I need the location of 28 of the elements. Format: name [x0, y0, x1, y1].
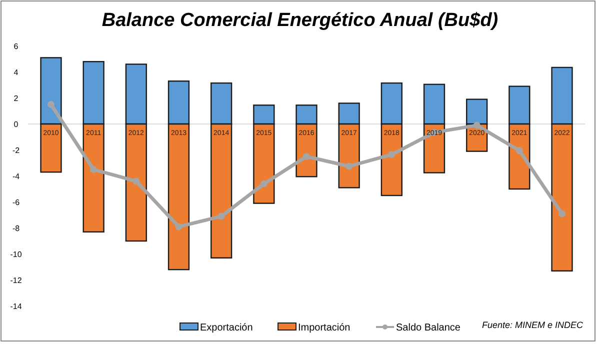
point [516, 147, 523, 154]
point [346, 162, 353, 170]
legend-label: Saldo Balance [396, 322, 461, 334]
y-tick-label: -12 [10, 276, 22, 285]
point [90, 166, 98, 173]
point [175, 223, 182, 230]
point [47, 101, 54, 108]
y-tick-label: 4 [14, 68, 19, 77]
y-tick-label: -6 [12, 198, 20, 207]
point [558, 210, 566, 218]
y-tick-label: -14 [10, 302, 22, 311]
source-note: Fuente: MINEM e INDEC [482, 320, 584, 330]
y-tick-label: -10 [10, 250, 22, 259]
y-tick-label: 0 [14, 120, 19, 129]
chart-title: Balance Comercial Energético Anual (Bu$d) [102, 10, 498, 31]
point [260, 180, 268, 188]
point [388, 151, 396, 158]
point [303, 153, 310, 160]
y-tick-label: -2 [12, 146, 20, 155]
y-tick-label: -4 [12, 172, 20, 181]
point [473, 122, 480, 129]
legend-label: Importación [298, 322, 350, 334]
y-tick-label: 2 [14, 94, 19, 103]
y-tick-label: -8 [12, 224, 20, 233]
point [218, 212, 225, 220]
y-tick-label: 6 [14, 42, 19, 51]
point [132, 178, 140, 185]
legend-label: Exportación [200, 322, 253, 334]
